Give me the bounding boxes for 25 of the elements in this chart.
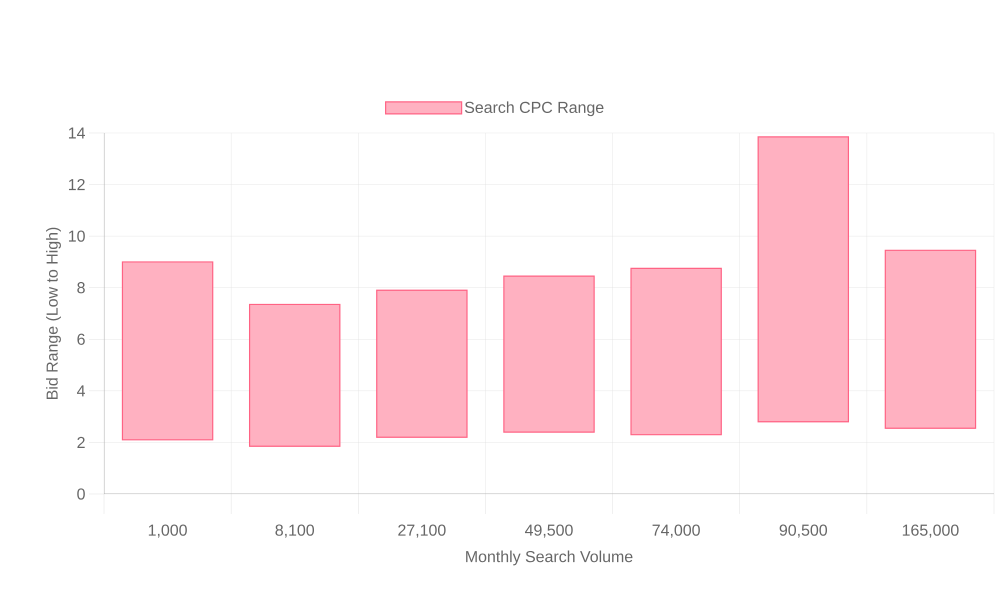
x-tick-label: 74,000: [652, 524, 700, 538]
y-tick-label: 6: [77, 334, 85, 345]
bar: [376, 290, 468, 438]
bar: [248, 304, 340, 447]
bar: [122, 261, 214, 440]
legend-label: Search CPC Range: [464, 101, 604, 116]
x-tick-label: 1,000: [148, 524, 187, 538]
x-tick-label: 27,100: [398, 524, 446, 538]
x-tick-label: 90,500: [780, 524, 828, 538]
y-tick-label: 8: [77, 282, 85, 294]
bar: [884, 250, 976, 429]
bar: [758, 136, 850, 422]
y-axis-title: Bid Range (Low to High): [46, 228, 61, 400]
y-tick-label: 12: [68, 178, 85, 190]
y-tick-label: 4: [76, 385, 86, 396]
bar: [630, 268, 722, 436]
x-tick-label: 165,000: [902, 524, 959, 538]
bar: [503, 275, 595, 433]
x-tick-label: 8,100: [275, 524, 314, 538]
x-tick-label: 49,500: [524, 524, 573, 538]
y-tick-label: 10: [68, 230, 85, 242]
x-axis-title: Monthly Search Volume: [466, 550, 632, 566]
y-tick-label: 14: [68, 128, 86, 138]
y-tick-label: 2: [77, 436, 85, 448]
y-tick-label: 0: [77, 488, 85, 500]
